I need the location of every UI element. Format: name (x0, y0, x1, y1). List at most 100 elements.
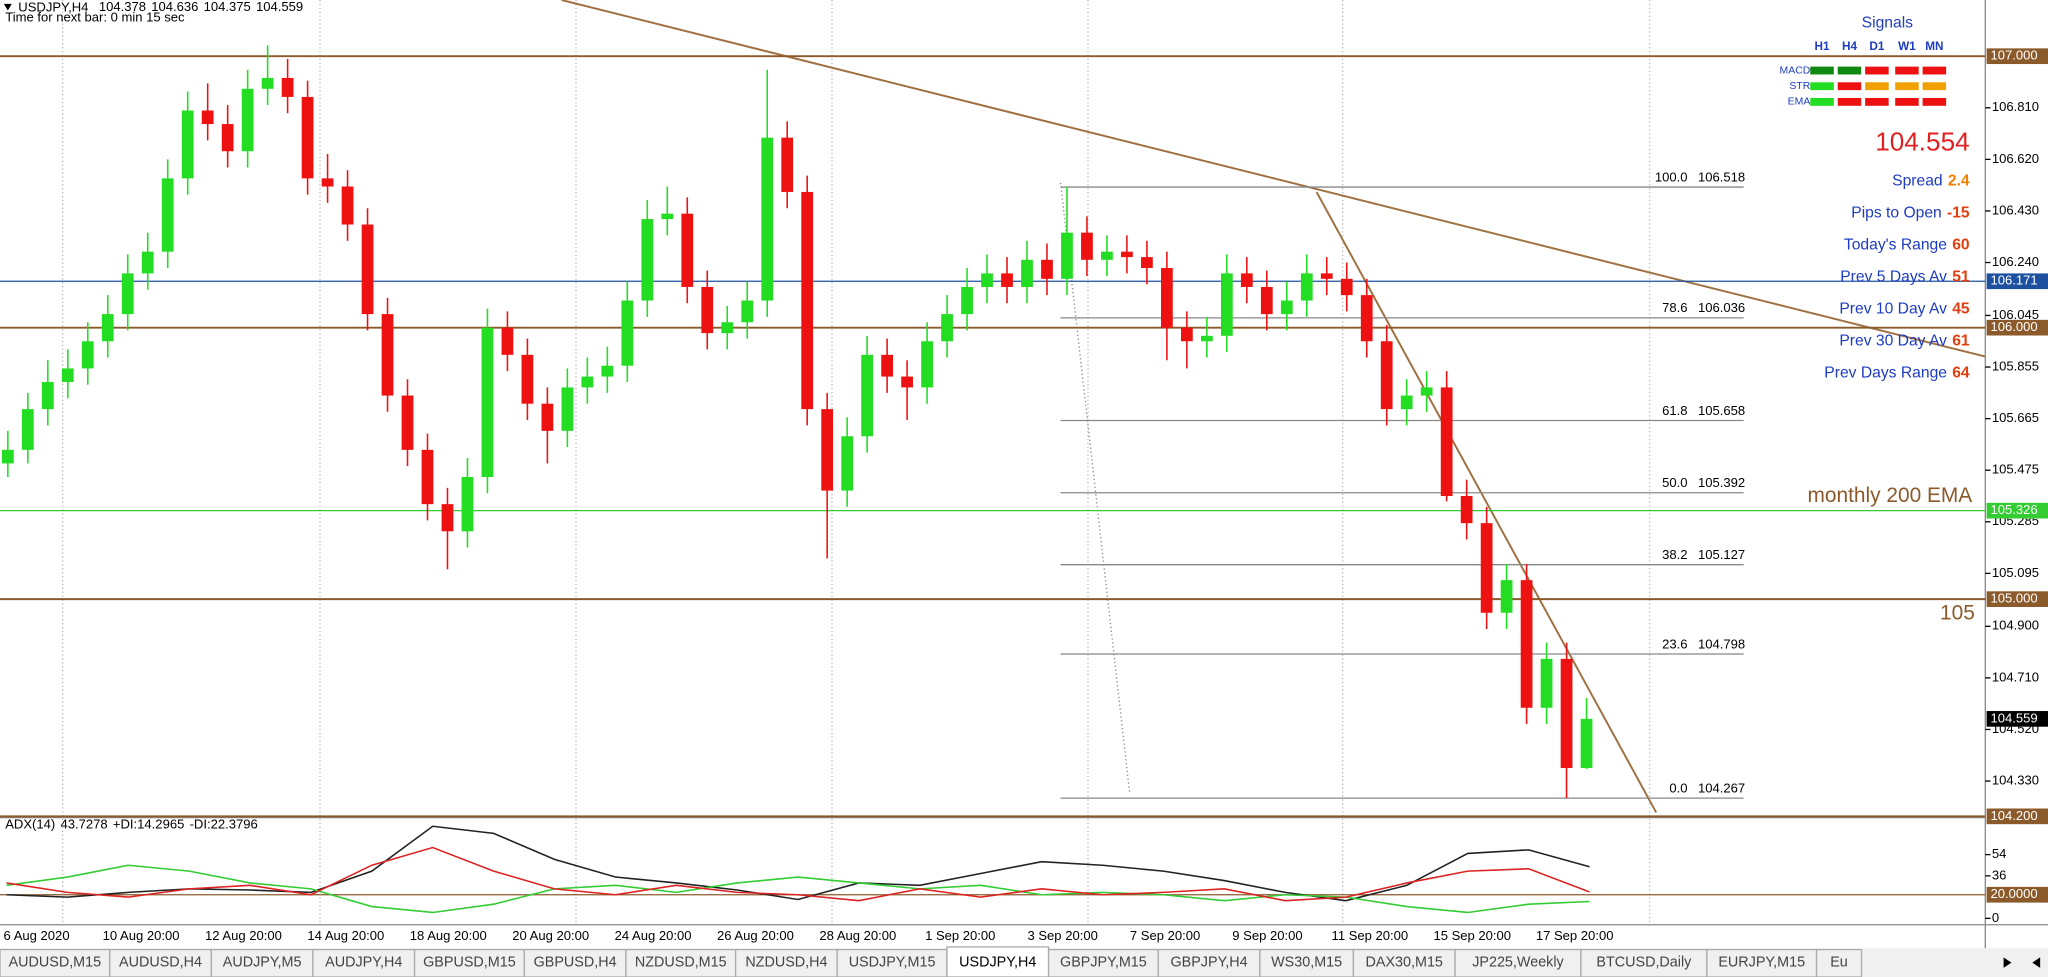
info-value: -15 (1947, 205, 1970, 222)
candle-body (1021, 259, 1033, 287)
tab-label[interactable]: BTCUSD,Daily (1596, 954, 1692, 970)
signal-cell (1922, 66, 1947, 75)
menu-arrow[interactable] (3, 3, 12, 11)
candle-body (1141, 257, 1153, 268)
tab-label[interactable]: NZDUSD,H4 (745, 954, 827, 970)
info-value: 60 (1952, 237, 1970, 254)
tab-label[interactable]: JP225,Weekly (1472, 954, 1564, 970)
candle-body (241, 88, 254, 152)
tab-label[interactable]: Eu (1830, 954, 1848, 970)
candle-body (821, 409, 834, 491)
y-tick-label: 106.045 (1992, 307, 2039, 322)
info-row: Spread 2.4 (1892, 173, 1970, 190)
candle-body (1440, 387, 1453, 496)
price-level-tag (1986, 808, 2048, 825)
candle-body (21, 409, 34, 450)
tab-label[interactable]: AUDJPY,H4 (325, 954, 402, 970)
date-label: 7 Sep 20:00 (1130, 928, 1200, 943)
adx-level-tag (1986, 886, 2048, 903)
adx-tick-label: 0 (1992, 910, 1999, 925)
tab-scroll-left[interactable] (2003, 957, 2012, 968)
candle-body (101, 314, 114, 342)
tab-label[interactable]: DAX30,M15 (1366, 954, 1443, 970)
price-level-tag (1986, 273, 2048, 290)
tab-label[interactable]: GBPJPY,H4 (1170, 954, 1247, 970)
price-level-label: 104.200 (1991, 808, 2038, 823)
candle-body (541, 403, 554, 431)
signal-cell (1810, 66, 1834, 75)
tab[interactable] (1580, 948, 1708, 977)
candle-body (341, 186, 354, 225)
date-label: 9 Sep 20:00 (1232, 928, 1302, 943)
tab[interactable] (946, 946, 1050, 977)
candle-body (621, 300, 634, 366)
y-tick-label: 105.665 (1992, 410, 2039, 425)
tab-label[interactable]: GBPUSD,H4 (534, 954, 617, 970)
tab-label[interactable]: GBPUSD,M15 (423, 954, 516, 970)
trendline (1315, 191, 1658, 813)
tab[interactable] (312, 948, 416, 977)
y-tick-label: 105.475 (1992, 462, 2039, 477)
price-level-tag (1986, 711, 2048, 727)
candle-body (1380, 341, 1393, 410)
candle-body (1420, 387, 1433, 396)
fib-price: 104.798 (1698, 636, 1745, 651)
info-label: Prev 10 Day Av (1839, 301, 1947, 318)
signal-cell (1922, 97, 1947, 106)
candle-body (81, 341, 94, 369)
candle-body (141, 251, 154, 274)
candle-body (841, 436, 854, 491)
header-ohlc: 104.375 (204, 0, 251, 14)
date-label: 18 Aug 20:00 (410, 928, 487, 943)
tab-scroll-right[interactable] (2032, 957, 2041, 968)
tab-label[interactable]: USDJPY,H4 (959, 954, 1036, 970)
fib-ratio: 0.0 (1669, 780, 1687, 795)
price-level-label: 105.000 (1991, 591, 2038, 606)
candle-body (521, 354, 534, 404)
tab[interactable] (1259, 948, 1355, 977)
candle-body (1340, 278, 1353, 296)
tab-label[interactable]: AUDUSD,M15 (9, 954, 102, 970)
trendline (561, 0, 1986, 358)
tab-label[interactable]: GBPJPY,M15 (1060, 954, 1147, 970)
tab-label[interactable]: WS30,M15 (1271, 954, 1342, 970)
adx-value: 22.3796 (211, 817, 258, 832)
y-tick-label: 106.430 (1992, 202, 2039, 217)
tab-label[interactable]: USDJPY,M15 (849, 954, 936, 970)
price-level-tag (1986, 48, 2048, 65)
candle-body (1220, 273, 1233, 336)
signal-cell (1895, 82, 1919, 91)
fib-ratio: 50.0 (1662, 475, 1687, 490)
candle-body (41, 381, 54, 410)
tab[interactable] (523, 948, 627, 977)
candle-body (901, 376, 913, 388)
tab-label[interactable]: AUDUSD,H4 (119, 954, 202, 970)
tab-label[interactable]: AUDJPY,M5 (223, 954, 302, 970)
tab-label[interactable]: NZDUSD,M15 (635, 954, 727, 970)
adx-tick-label: 36 (1992, 867, 2007, 882)
header-ohlc: 104.559 (256, 0, 303, 14)
signal-cell (1895, 66, 1919, 75)
candle-body (1580, 718, 1593, 769)
tab-label[interactable]: EURJPY,M15 (1718, 954, 1805, 970)
candle-body (1, 449, 14, 464)
date-label: 3 Sep 20:00 (1027, 928, 1097, 943)
candle-body (201, 110, 214, 125)
candle-body (61, 368, 74, 382)
signal-cell (1895, 97, 1919, 106)
adx-name: -DI: (190, 817, 211, 832)
tab[interactable] (734, 948, 838, 977)
fib-price: 105.658 (1698, 403, 1745, 418)
fib-anchor (1059, 182, 1131, 795)
adx-value: 43.7278 (60, 817, 107, 832)
candle-body (1260, 286, 1273, 315)
date-label: 26 Aug 20:00 (717, 928, 794, 943)
tab[interactable] (1706, 948, 1818, 977)
candle-body (301, 96, 314, 179)
candle-body (481, 327, 494, 477)
signal-cell (1810, 82, 1834, 91)
adx-name: ADX(14) (5, 817, 55, 832)
tab[interactable] (210, 948, 314, 977)
date-label: 14 Aug 20:00 (307, 928, 384, 943)
candle-body (1540, 658, 1553, 708)
